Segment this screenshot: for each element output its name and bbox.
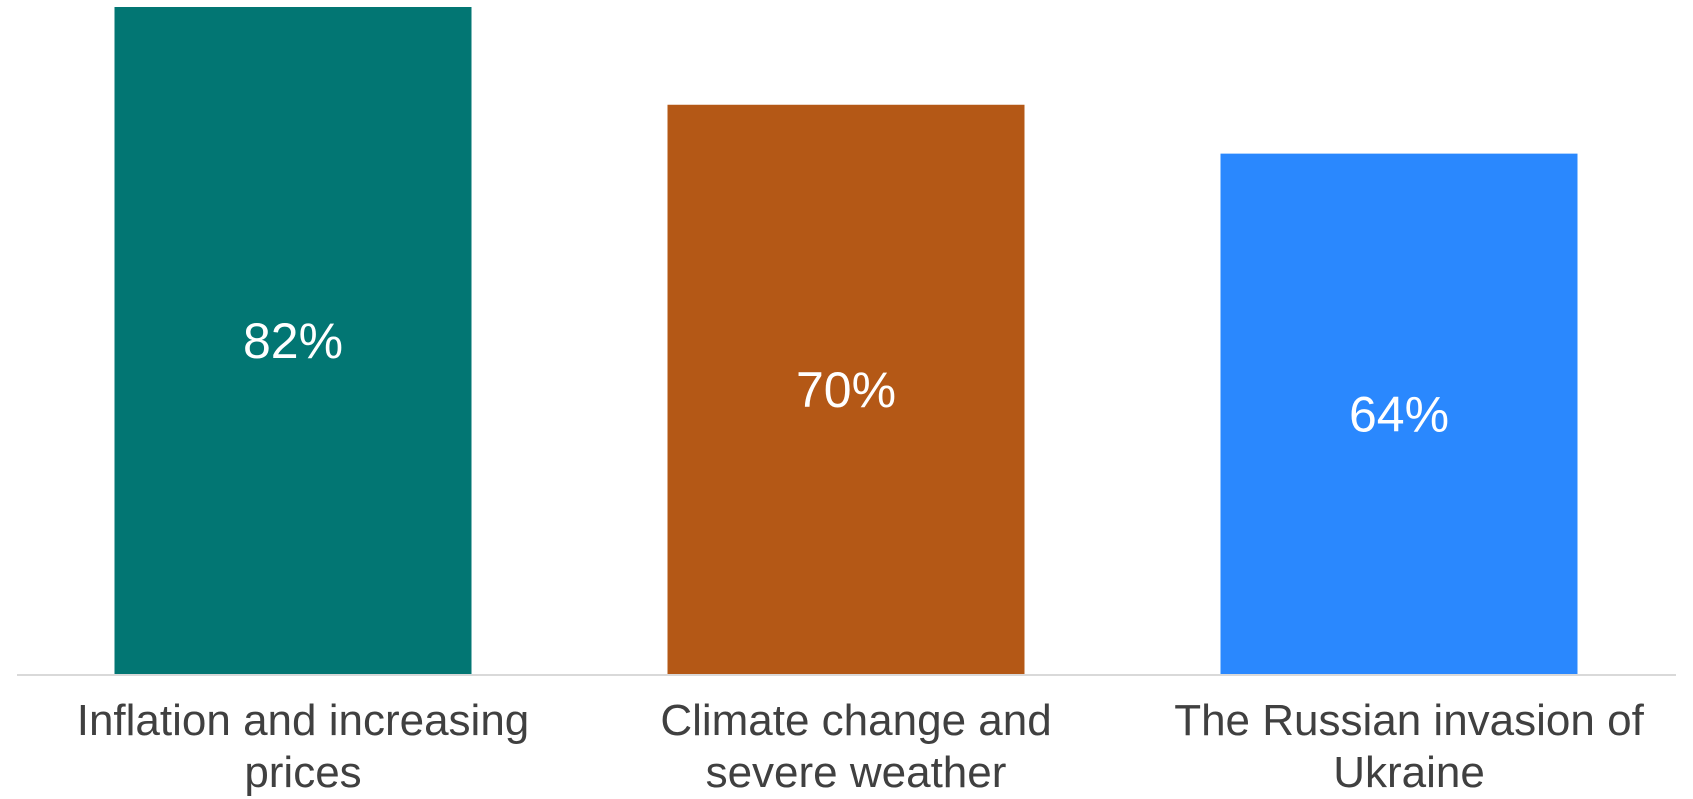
value-label-2: 70% <box>796 362 896 418</box>
bar-2 <box>667 104 1025 675</box>
category-label-2-line-1: Climate change and <box>660 696 1051 745</box>
bar-1 <box>114 7 472 675</box>
category-label-1-line-1: Inflation and increasing <box>77 696 530 745</box>
value-label-1: 82% <box>243 313 343 369</box>
bars-group <box>114 7 1578 675</box>
category-label-2-line-2: severe weather <box>706 748 1007 797</box>
value-labels-group: 82% 70% 64% <box>243 313 1449 442</box>
category-label-1-line-2: prices <box>244 748 361 797</box>
category-label-3-line-1: The Russian invasion of <box>1174 696 1644 745</box>
bar-3 <box>1220 153 1578 675</box>
value-label-3: 64% <box>1349 386 1449 442</box>
category-label-3-line-2: Ukraine <box>1333 748 1485 797</box>
